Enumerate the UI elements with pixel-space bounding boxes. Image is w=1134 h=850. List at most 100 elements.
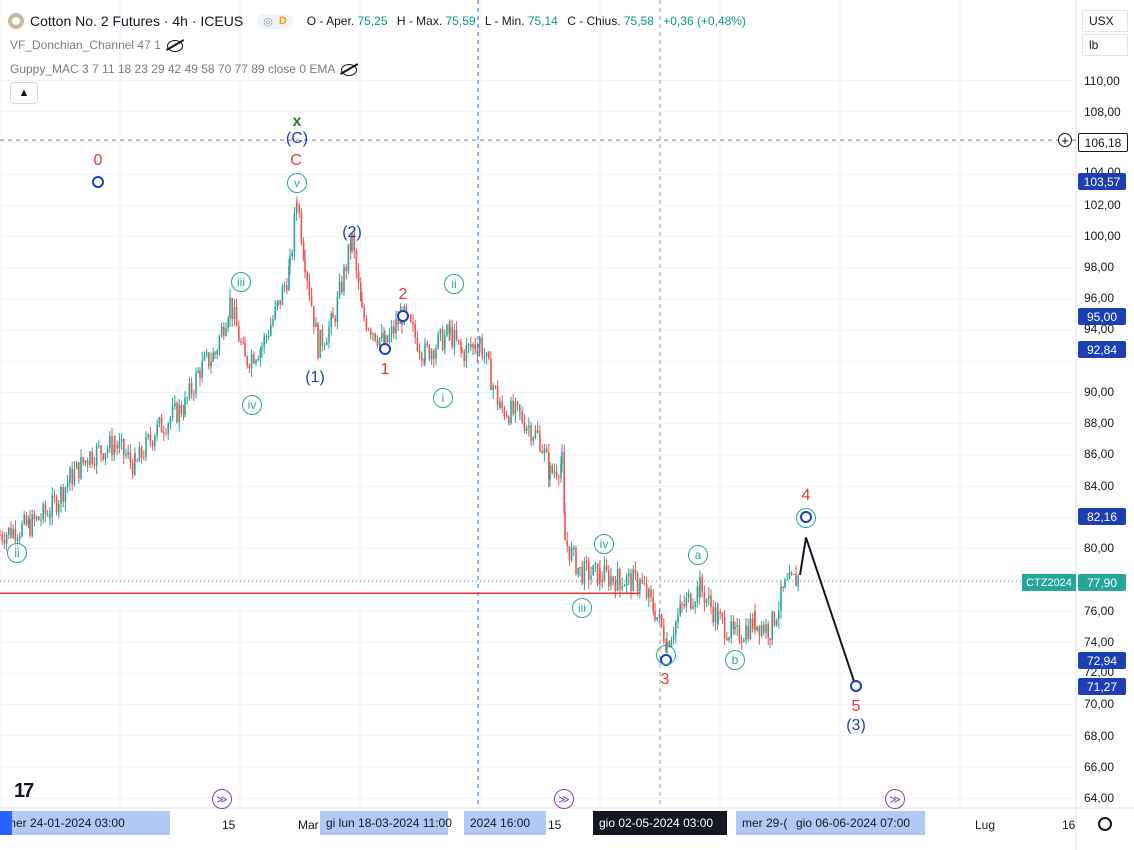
wave-label-red[interactable]: 0 (93, 152, 103, 169)
candle (479, 335, 481, 348)
currency-select[interactable]: USX (1082, 10, 1128, 32)
candle (145, 431, 147, 462)
price-axis-label: 74,00 (1084, 635, 1115, 649)
candle (372, 332, 374, 342)
candle (111, 427, 113, 461)
time-axis-label: Mar (298, 818, 319, 832)
wave-label-red[interactable]: 3 (660, 671, 670, 688)
eye-hidden-icon[interactable] (341, 63, 358, 76)
candle (302, 237, 305, 262)
candle (712, 599, 714, 627)
candle (42, 501, 44, 524)
candle (628, 568, 630, 586)
candle (393, 320, 395, 339)
candle (300, 208, 303, 246)
pivot-marker[interactable] (850, 680, 862, 692)
wave-label-circled[interactable]: ii (444, 274, 464, 294)
candle (650, 585, 652, 602)
candle (35, 515, 38, 522)
price-axis-label: 84,00 (1084, 479, 1115, 493)
candle (441, 325, 444, 352)
candle (581, 560, 583, 586)
pivot-ring (796, 508, 816, 528)
contract-label: CTZ2024 (1022, 574, 1076, 591)
wave-label-circled[interactable]: iii (572, 598, 592, 618)
candle (277, 299, 279, 307)
pivot-marker[interactable] (379, 343, 391, 355)
candle (685, 592, 688, 613)
wave-label-circled[interactable]: iii (231, 272, 251, 292)
candle (612, 575, 614, 586)
unit-select[interactable]: lb (1082, 34, 1128, 56)
wave-label-circled[interactable]: iv (242, 395, 262, 415)
candle (763, 620, 765, 636)
indicator-legend-guppy[interactable]: Guppy_MAC 3 7 11 18 23 29 42 49 58 70 77… (10, 62, 358, 76)
wave-label-green[interactable]: x (292, 113, 302, 130)
candle (281, 283, 284, 306)
candle (534, 425, 537, 440)
chart-overlays (0, 0, 1076, 808)
status-pill[interactable]: ◎ D (257, 13, 293, 29)
candle (336, 291, 339, 330)
candle (40, 513, 42, 527)
candle (621, 577, 623, 591)
candle (679, 594, 681, 618)
plus-circle-icon[interactable]: + (1058, 133, 1072, 147)
wave-label-red[interactable]: 2 (398, 286, 408, 303)
candle (555, 464, 558, 480)
candle (286, 277, 288, 295)
candle (795, 565, 797, 587)
candle (549, 461, 551, 487)
wave-label-circled[interactable]: a (688, 545, 708, 565)
candle (248, 363, 251, 373)
candle (421, 351, 423, 367)
candle (508, 414, 510, 426)
candle (167, 421, 169, 441)
candle (705, 598, 708, 608)
ohlc-readout: O - Aper. 75,25 H - Max. 75,59 L - Min. … (306, 14, 746, 28)
jump-to-realtime-icon[interactable]: ≫ (554, 789, 574, 809)
wave-label-circled[interactable]: ii (7, 543, 27, 563)
wave-label-circled[interactable]: b (725, 650, 745, 670)
settings-icon[interactable] (1098, 817, 1112, 831)
jump-to-realtime-icon[interactable]: ≫ (885, 789, 905, 809)
candle (180, 401, 183, 417)
candle (412, 314, 414, 333)
wave-label-circled[interactable]: i (433, 388, 453, 408)
candle (323, 342, 326, 351)
wave-label-red[interactable]: 1 (380, 361, 390, 378)
collapse-legend-button[interactable]: ▲ (10, 82, 38, 104)
wave-label-blue[interactable]: (1) (305, 369, 325, 386)
candle (672, 626, 675, 645)
candle (182, 405, 185, 421)
candle (80, 449, 82, 480)
candle (717, 603, 719, 626)
wave-label-blue[interactable]: (2) (342, 224, 362, 241)
pivot-marker[interactable] (92, 176, 104, 188)
symbol-title[interactable]: Cotton No. 2 Futures · 4h · ICEUS (30, 13, 244, 29)
wave-label-blue[interactable]: (3) (846, 717, 866, 734)
wave-label-red[interactable]: 5 (851, 698, 861, 715)
wave-label-circled[interactable]: iv (594, 534, 614, 554)
jump-to-realtime-icon[interactable]: ≫ (212, 789, 232, 809)
candle (214, 351, 216, 359)
candle (60, 484, 62, 513)
wave-label-blue[interactable]: (C) (285, 130, 309, 147)
candle (575, 545, 577, 576)
wave-label-red[interactable]: C (290, 152, 302, 169)
candle (49, 509, 51, 526)
wave-label-circled[interactable]: v (287, 173, 307, 193)
candle (46, 509, 49, 517)
candle (573, 545, 575, 557)
wave-label-red[interactable]: 4 (801, 487, 811, 504)
pivot-marker[interactable] (397, 310, 409, 322)
candle (465, 338, 468, 368)
candle (238, 320, 240, 343)
candle (488, 350, 490, 360)
eye-hidden-icon[interactable] (166, 39, 183, 52)
candle (654, 602, 656, 623)
indicator-legend-donchian[interactable]: VF_Donchian_Channel 47 1 (10, 38, 183, 52)
candle (25, 511, 28, 527)
candle (710, 589, 712, 615)
